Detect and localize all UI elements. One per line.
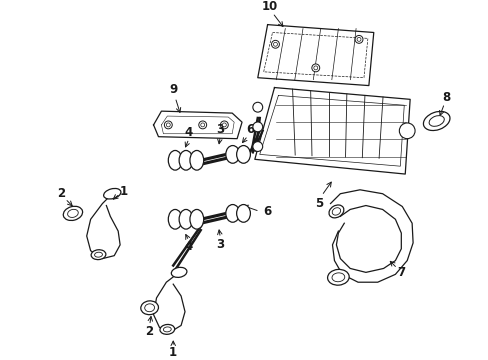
Ellipse shape bbox=[63, 206, 82, 221]
Circle shape bbox=[271, 40, 279, 48]
Ellipse shape bbox=[331, 273, 344, 282]
Text: 3: 3 bbox=[216, 238, 224, 251]
Ellipse shape bbox=[236, 145, 250, 163]
Text: 4: 4 bbox=[184, 240, 193, 253]
Ellipse shape bbox=[179, 210, 192, 229]
Text: 5: 5 bbox=[314, 197, 322, 210]
Circle shape bbox=[252, 141, 262, 152]
Text: 10: 10 bbox=[261, 0, 277, 13]
Ellipse shape bbox=[179, 150, 192, 170]
Circle shape bbox=[252, 122, 262, 132]
Ellipse shape bbox=[225, 204, 239, 222]
Ellipse shape bbox=[328, 205, 343, 218]
Text: 2: 2 bbox=[57, 187, 65, 200]
Ellipse shape bbox=[225, 145, 239, 163]
Circle shape bbox=[356, 37, 360, 41]
Ellipse shape bbox=[91, 250, 105, 260]
Circle shape bbox=[199, 121, 206, 129]
Ellipse shape bbox=[141, 301, 158, 315]
Ellipse shape bbox=[331, 208, 340, 215]
Circle shape bbox=[273, 42, 277, 46]
Ellipse shape bbox=[428, 116, 444, 126]
Text: 1: 1 bbox=[120, 185, 128, 198]
Ellipse shape bbox=[189, 150, 203, 170]
Text: 7: 7 bbox=[396, 266, 405, 279]
Ellipse shape bbox=[160, 324, 174, 334]
Text: 2: 2 bbox=[145, 325, 153, 338]
Text: 6: 6 bbox=[245, 123, 253, 136]
Ellipse shape bbox=[144, 304, 154, 312]
Ellipse shape bbox=[327, 269, 348, 285]
Circle shape bbox=[313, 66, 317, 70]
Circle shape bbox=[164, 121, 172, 129]
Text: 8: 8 bbox=[442, 91, 450, 104]
Text: 9: 9 bbox=[169, 83, 177, 96]
Text: 3: 3 bbox=[216, 123, 224, 136]
Ellipse shape bbox=[423, 111, 449, 131]
Ellipse shape bbox=[67, 209, 78, 217]
Ellipse shape bbox=[168, 150, 182, 170]
Circle shape bbox=[354, 35, 362, 43]
Text: 4: 4 bbox=[184, 126, 193, 139]
Ellipse shape bbox=[103, 188, 121, 199]
Circle shape bbox=[166, 123, 170, 127]
Circle shape bbox=[201, 123, 204, 127]
Ellipse shape bbox=[168, 210, 182, 229]
Circle shape bbox=[311, 64, 319, 72]
Ellipse shape bbox=[189, 210, 203, 229]
Ellipse shape bbox=[236, 204, 250, 222]
Text: 6: 6 bbox=[263, 205, 271, 218]
Circle shape bbox=[252, 102, 262, 112]
Ellipse shape bbox=[94, 252, 102, 257]
Text: 1: 1 bbox=[169, 346, 177, 359]
Circle shape bbox=[220, 121, 228, 129]
Ellipse shape bbox=[171, 267, 186, 278]
Ellipse shape bbox=[163, 327, 171, 332]
Circle shape bbox=[399, 123, 414, 139]
Circle shape bbox=[222, 123, 226, 127]
